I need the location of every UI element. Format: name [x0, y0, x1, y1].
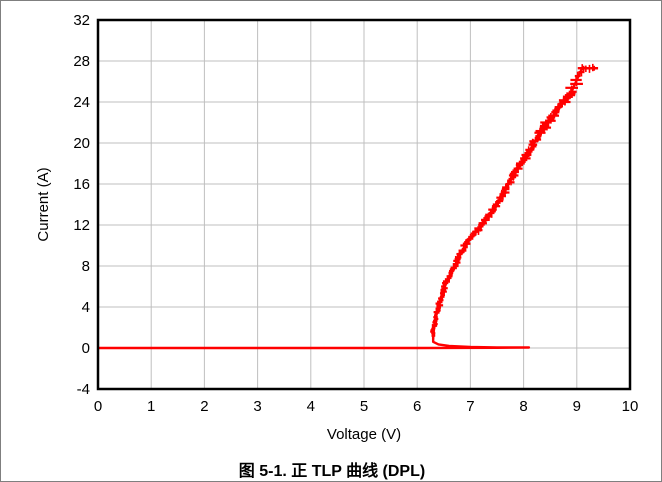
series-layer — [98, 63, 599, 350]
y-tick-label: 32 — [73, 12, 90, 29]
series-noise — [430, 63, 598, 339]
y-tick-labels: -4 0 4 8 12 16 20 24 28 32 — [73, 12, 90, 398]
x-tick-labels: 0 1 2 3 4 5 6 7 8 9 10 — [94, 398, 639, 415]
y-tick-label: 12 — [73, 217, 90, 234]
x-tick-label: 9 — [573, 398, 581, 415]
x-tick-label: 4 — [307, 398, 315, 415]
x-tick-label: 6 — [413, 398, 421, 415]
figure-caption: 图 5-1. 正 TLP 曲线 (DPL) — [238, 463, 426, 480]
series-line — [98, 66, 599, 350]
x-tick-label: 3 — [253, 398, 261, 415]
x-tick-label: 10 — [622, 398, 639, 415]
x-tick-label: 0 — [94, 398, 102, 415]
y-tick-label: 28 — [73, 53, 90, 70]
x-tick-label: 1 — [147, 398, 155, 415]
x-tick-label: 2 — [200, 398, 208, 415]
y-tick-label: 0 — [82, 340, 90, 357]
plot-area-border — [96, 18, 632, 391]
y-tick-label: -4 — [77, 381, 90, 398]
y-tick-label: 24 — [73, 94, 90, 111]
x-tick-label: 5 — [360, 398, 368, 415]
x-tick-label: 8 — [519, 398, 527, 415]
x-tick-label: 7 — [466, 398, 474, 415]
y-tick-label: 20 — [73, 135, 90, 152]
y-tick-label: 16 — [73, 176, 90, 193]
y-tick-label: 4 — [82, 299, 90, 316]
grid-lines — [97, 19, 631, 390]
y-tick-label: 8 — [82, 258, 90, 275]
y-axis-label: Current (A) — [35, 167, 52, 241]
x-axis-label: Voltage (V) — [327, 426, 401, 443]
